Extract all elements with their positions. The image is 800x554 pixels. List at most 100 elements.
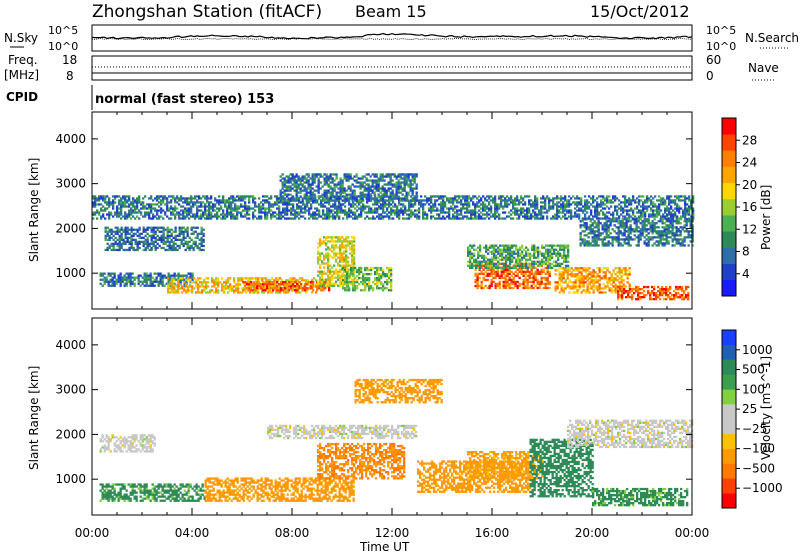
power-cell [414,215,417,218]
power-cell [578,203,581,206]
power-cell [198,205,201,208]
power-cell [164,236,167,239]
power-cell [518,215,521,218]
power-cell [586,203,589,206]
power-cell [516,199,519,202]
power-cell [122,238,125,241]
power-cell [184,236,187,239]
power-cell [277,291,280,294]
power-cell [374,266,377,270]
power-cell [600,199,603,202]
power-cell [368,287,371,290]
power-cell [112,242,115,245]
power-cell [458,209,461,212]
power-cell [438,203,441,206]
power-cell [544,284,547,288]
power-cell [574,267,577,270]
power-cell [554,203,557,206]
power-cell [515,246,518,249]
power-cell [197,277,200,280]
power-cell [476,272,479,275]
power-cell [263,291,266,294]
power-cell [160,209,163,212]
power-cell [665,294,668,297]
power-cell [548,201,551,204]
power-cell [278,205,281,208]
power-cell [540,268,543,271]
power-cell [138,240,141,243]
power-cell [612,281,615,284]
power-cell [473,260,476,263]
power-cell [472,203,475,206]
power-cell [126,215,129,218]
power-cell [298,199,301,202]
power-cell [366,199,369,202]
power-cell [624,201,627,204]
power-cell [221,277,224,280]
power-cell [665,292,668,295]
power-cell [178,238,181,241]
power-cell [344,283,347,286]
power-cell [521,256,524,259]
power-cell [155,280,158,283]
power-cell [206,217,209,220]
power-cell [560,205,563,208]
power-cell [338,203,341,206]
power-cell [541,254,544,257]
power-cell [510,270,513,273]
power-cell [572,283,575,286]
power-cell [533,252,536,255]
power-cell [356,209,359,212]
power-cell [208,213,211,216]
power-cell [189,285,192,288]
power-cell [283,197,286,200]
power-cell [176,213,179,216]
power-cell [152,240,155,243]
power-cell [580,285,583,288]
power-cell [327,268,330,271]
power-cell [524,217,527,220]
power-cell [584,195,587,198]
power-cell [340,209,343,212]
power-cell [630,203,633,206]
power-cell [655,296,658,299]
power-cell [282,209,285,212]
power-cell [196,201,199,204]
power-cell [563,244,566,247]
power-cell [450,197,453,200]
power-cell [620,281,623,284]
power-cell [378,275,381,278]
power-cell [182,213,185,216]
power-cell [492,268,495,271]
power-cell [493,256,496,259]
power-cell [656,211,659,214]
power-cell [468,205,471,208]
power-cell [109,278,112,281]
power-cell [338,217,341,220]
power-cell [572,273,575,276]
power-cell [358,215,361,218]
power-cell [321,240,324,243]
power-cell [92,201,95,204]
power-cell [602,213,605,216]
power-cell [545,252,548,255]
power-cell [582,211,585,214]
power-cell [536,205,539,208]
power-cell [530,268,533,271]
power-cell [382,203,385,206]
power-cell [667,288,670,291]
power-cell [276,213,279,216]
power-cell [422,207,425,210]
power-cell [347,256,350,259]
power-cell [462,217,465,220]
power-cell [682,215,685,218]
power-cell [476,215,479,218]
power-cell [684,217,687,220]
power-cell [527,252,530,255]
power-cell [596,217,599,220]
power-cell [266,281,269,284]
power-cell [479,264,482,267]
power-cell [479,266,482,269]
power-cell [562,205,565,208]
power-cell [556,207,559,210]
